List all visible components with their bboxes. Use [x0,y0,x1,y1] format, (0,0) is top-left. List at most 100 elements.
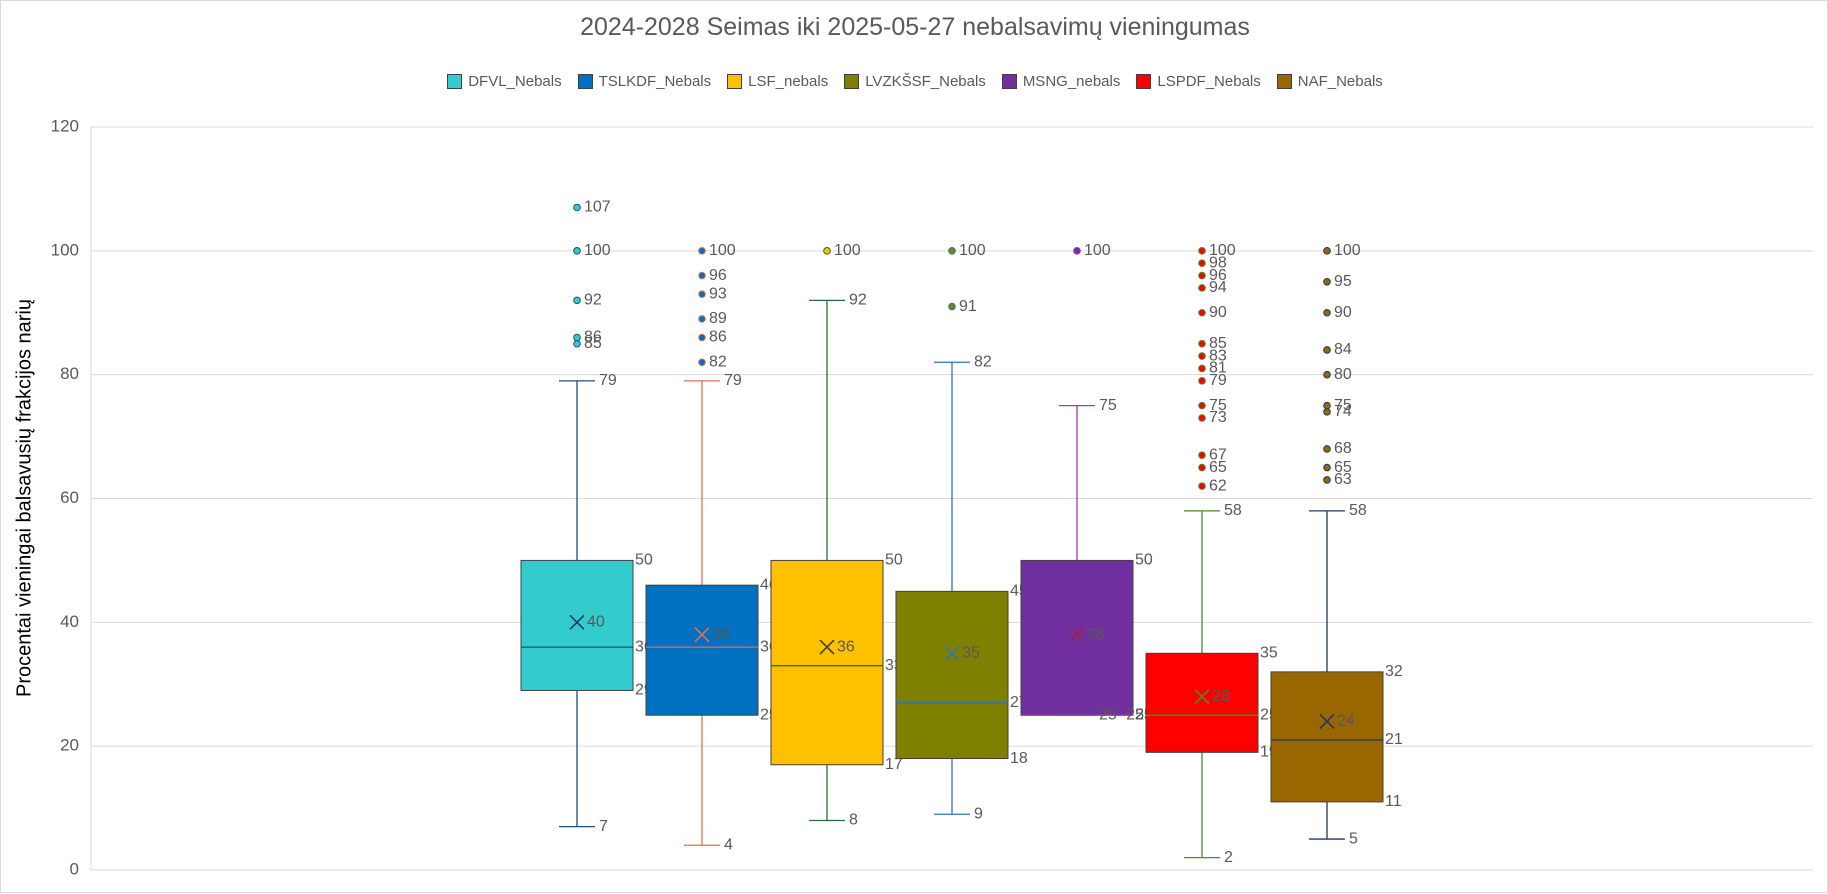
data-label-q1: 18 [1010,750,1028,767]
legend-label: LSF_nebals [748,73,829,90]
y-tick-label: 40 [60,612,79,631]
legend-swatch [447,74,463,89]
data-label-max: 79 [599,372,617,389]
y-tick-label: 100 [51,240,79,259]
legend-label: TSLKDF_Nebals [598,73,712,90]
legend-label: LVZKŠSF_Nebals [865,73,986,90]
box [645,584,759,716]
outlier-point [698,358,706,367]
outlier-point [1198,284,1206,292]
data-label-min: 5 [1349,830,1358,847]
outlier-point [1198,401,1206,410]
data-label-min: 7 [599,818,608,835]
data-label-q1: 11 [1385,793,1402,810]
outlier-label: 100 [1209,242,1236,259]
data-label-mean: 35 [962,645,980,662]
data-label-max: 58 [1224,502,1242,519]
mean-marker [1319,713,1335,729]
legend-label: LSPDF_Nebals [1157,73,1261,90]
outlier-point [698,290,706,298]
outlier-point [1073,247,1081,255]
outlier-label: 74 [1334,403,1352,420]
outlier-label: 100 [959,242,986,259]
legend-item: DFVL_Nebals [447,73,562,90]
outlier-label: 96 [709,267,727,284]
outlier-point [573,247,581,255]
outlier-point [1198,259,1206,268]
legend-item: MSNG_nebals [1001,73,1121,90]
outlier-label: 84 [1334,341,1352,358]
data-label-median_left: 25 [1126,706,1144,723]
outlier-point [1323,401,1331,410]
mean-marker [819,639,835,655]
data-label-q1: 17 [885,756,903,773]
outlier-point [573,203,581,212]
outlier-label: 73 [1209,409,1227,426]
outlier-label: 83 [1209,347,1227,364]
outlier-label: 94 [1209,279,1227,296]
outlier-point [1323,408,1331,416]
data-label-q3: 50 [635,552,653,569]
data-label-max: 92 [849,292,867,309]
data-label-mean: 36 [837,638,855,655]
outlier-label: 92 [584,292,602,309]
outlier-label: 85 [1209,335,1227,352]
outlier-label: 95 [1334,273,1352,290]
legend-swatch [1276,74,1292,89]
outlier-label: 62 [1209,477,1227,494]
data-label-min: 4 [724,836,733,853]
outlier-label: 86 [584,329,602,346]
box [1270,671,1384,803]
mean-marker [1069,627,1085,643]
outlier-point [1323,370,1331,379]
legend-swatch [1001,74,1017,89]
outlier-point [823,247,831,255]
y-tick-label: 120 [51,116,79,135]
data-label-max: 82 [974,354,992,371]
box [895,590,1009,760]
outlier-label: 82 [709,354,727,371]
data-label-min: 8 [849,812,858,829]
outlier-point [1198,377,1206,385]
outlier-label: 75 [1209,397,1227,414]
box [520,559,634,691]
outlier-point [1323,308,1331,317]
data-label-max: 79 [724,372,742,389]
outlier-point [1198,308,1206,317]
data-label-q3: 32 [1385,663,1403,680]
outlier-label: 90 [1334,304,1352,321]
y-tick-label: 0 [70,859,79,878]
legend-label: DFVL_Nebals [468,73,562,90]
legend-label: MSNG_nebals [1022,73,1121,90]
outlier-label: 85 [584,335,602,352]
outlier-point [573,333,581,342]
box [1145,652,1259,753]
y-axis-label: Procentai vieningai balsavusių frakcijos… [13,299,35,697]
outlier-label: 98 [1209,254,1227,271]
outlier-label: 81 [1209,360,1227,377]
data-label-mean: 28 [1212,688,1230,705]
mean-marker [944,645,960,661]
outlier-point [948,302,956,311]
outlier-point [1323,476,1331,484]
outlier-point [698,333,706,342]
outlier-label: 75 [1334,397,1352,414]
outlier-point [698,315,706,323]
outlier-point [573,296,581,305]
data-label-mean: 38 [1087,626,1105,643]
outlier-label: 91 [959,298,977,315]
outlier-point [1198,339,1206,348]
outlier-label: 100 [1084,242,1111,259]
outlier-label: 96 [1209,267,1227,284]
outlier-point [1323,277,1331,286]
outlier-point [1323,445,1331,453]
legend-item: TSLKDF_Nebals [577,73,712,90]
outlier-point [1198,414,1206,422]
outlier-point [1323,247,1331,255]
legend-item: LSF_nebals [727,73,828,90]
data-label-min: 9 [974,805,983,822]
outlier-label: 100 [1334,242,1361,259]
outlier-label: 68 [1334,440,1352,457]
legend-item: LVZKŠSF_Nebals [844,73,986,90]
